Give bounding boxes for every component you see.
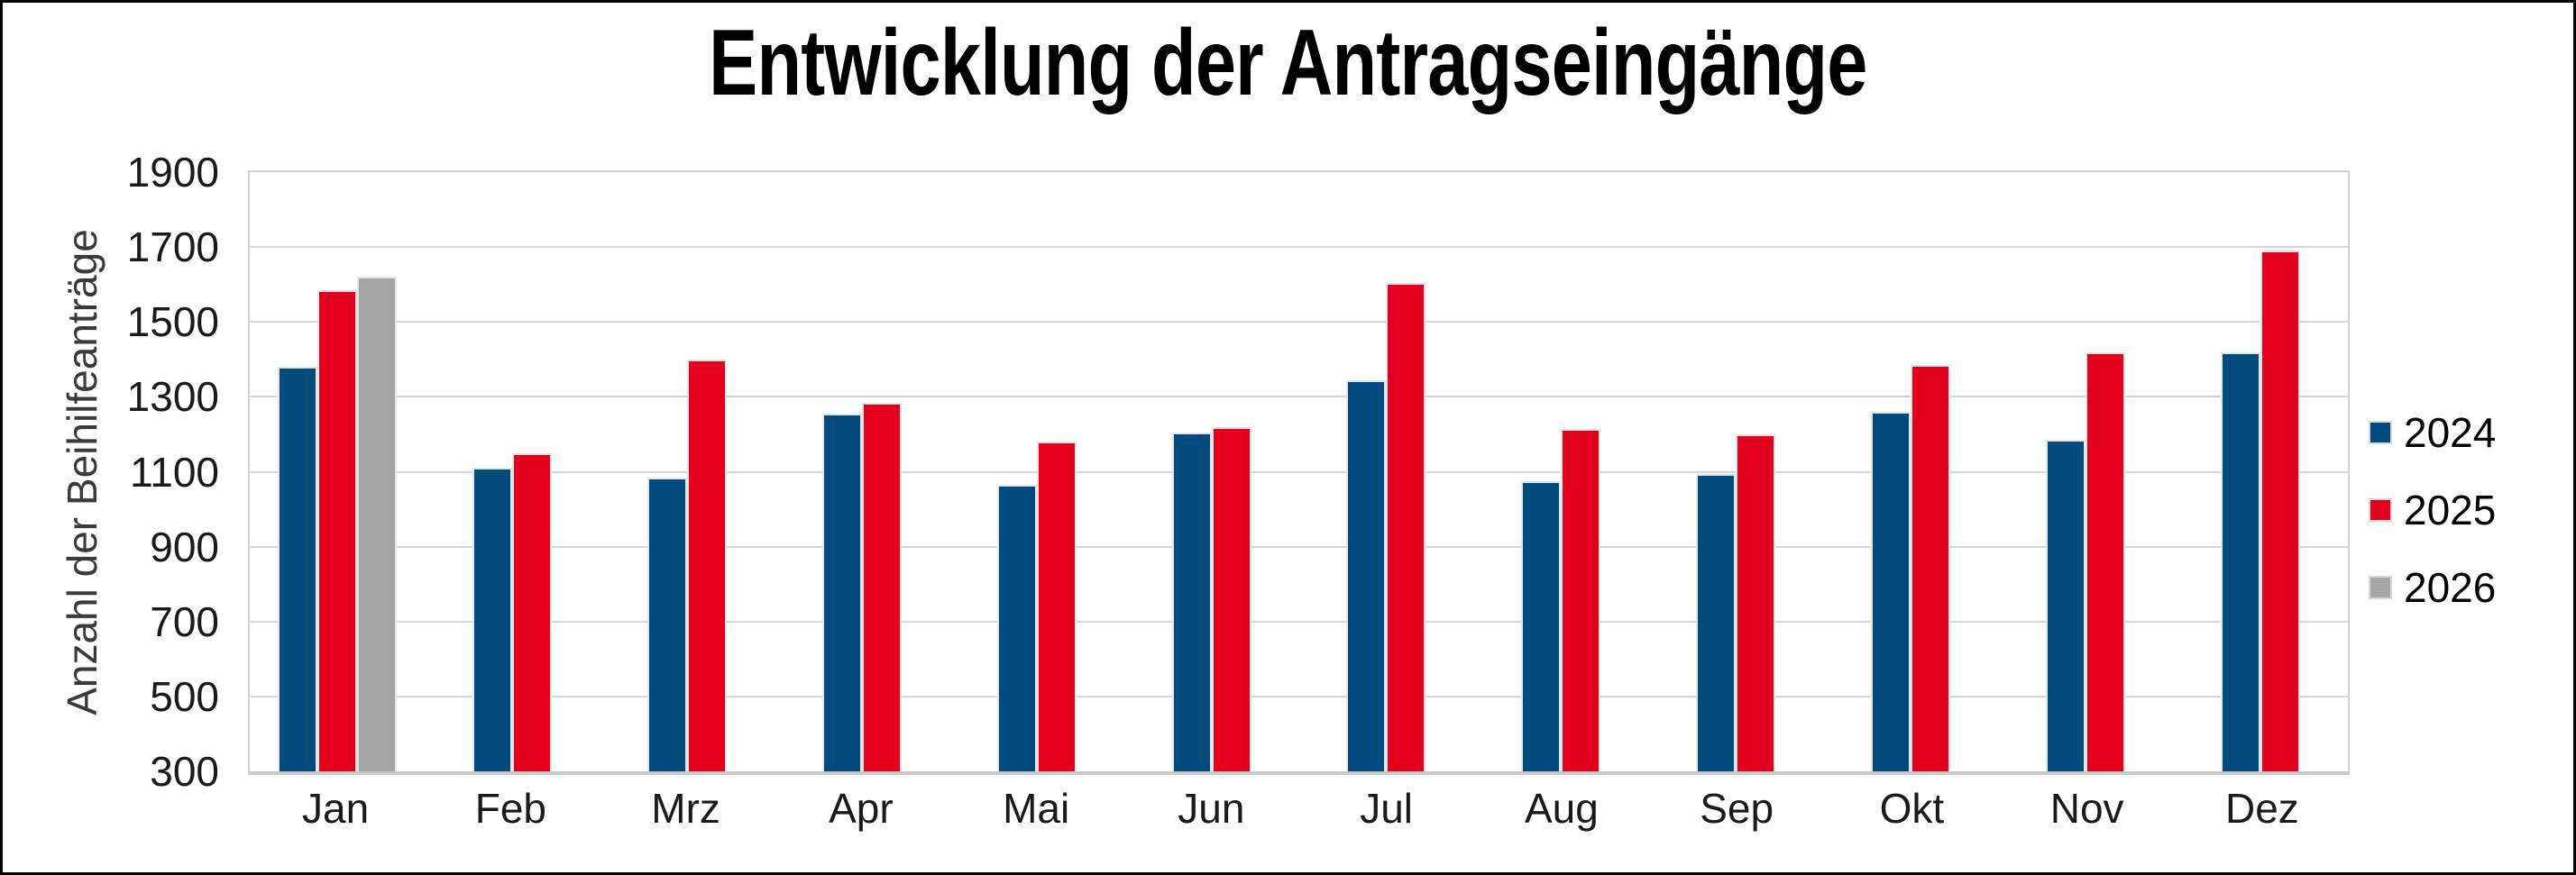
bar-2024-apr	[821, 414, 862, 771]
bar-group-jan	[250, 172, 425, 771]
bar-group-nov	[1998, 172, 2173, 771]
legend-marker-2026	[2369, 576, 2392, 599]
x-tick-label-nov: Nov	[2049, 785, 2124, 832]
bar-2024-sep	[1696, 473, 1737, 771]
bar-group-feb	[425, 172, 600, 771]
y-tick-label-1300: 1300	[126, 373, 219, 421]
y-tick-label-300: 300	[150, 748, 219, 795]
legend-marker-2024	[2369, 421, 2392, 444]
legend-marker-2025	[2369, 498, 2392, 522]
legend: 2024 2025 2026	[2369, 408, 2496, 612]
bar-2024-feb	[472, 468, 512, 771]
x-tick-label-mai: Mai	[1003, 785, 1070, 832]
bar-2024-dez	[2221, 351, 2261, 771]
bar-group-jul	[1299, 172, 1474, 771]
gridline-1700	[250, 246, 2348, 249]
bar-2025-sep	[1736, 433, 1776, 771]
bar-2025-mai	[1036, 442, 1077, 771]
y-tick-label-1900: 1900	[126, 149, 219, 196]
x-tick-label-sep: Sep	[1700, 785, 1774, 832]
bar-group-mai	[949, 172, 1124, 771]
bar-group-okt	[1823, 172, 1998, 771]
y-tick-label-1700: 1700	[126, 223, 219, 271]
bars-layer	[250, 172, 2348, 771]
bar-2025-jun	[1211, 426, 1251, 771]
bar-2024-nov	[2046, 440, 2086, 771]
gridline-500	[250, 695, 2348, 697]
x-tick-label-okt: Okt	[1879, 785, 1945, 832]
gridline-900	[250, 545, 2348, 548]
x-tick-label-jun: Jun	[1178, 785, 1245, 832]
chart-title-text: Entwicklung der Antragseingänge	[709, 11, 1867, 115]
legend-item-2024: 2024	[2369, 408, 2496, 457]
bar-group-dez	[2173, 172, 2348, 771]
gridline-1100	[250, 470, 2348, 473]
y-tick-label-500: 500	[150, 672, 219, 720]
bar-2024-mai	[996, 485, 1037, 771]
bar-2025-okt	[1911, 365, 1951, 771]
bar-2025-mrz	[686, 359, 727, 771]
bar-2025-jan	[316, 289, 357, 771]
x-tick-label-jan: Jan	[302, 785, 370, 832]
bar-2025-nov	[2086, 351, 2126, 771]
x-tick-label-dez: Dez	[2224, 785, 2299, 832]
x-axis-tick-labels: Jan Feb Mrz Apr Mai Jun Jul Aug Sep Okt Nov Dez	[248, 783, 2350, 834]
gridline-700	[250, 620, 2348, 623]
bar-2024-aug	[1521, 480, 1562, 771]
bar-2024-okt	[1871, 412, 1911, 771]
bar-2024-jul	[1346, 379, 1387, 771]
x-tick-label-aug: Aug	[1524, 785, 1599, 832]
x-tick-label-jul: Jul	[1360, 785, 1414, 832]
y-tick-label-900: 900	[150, 523, 219, 570]
x-tick-label-feb: Feb	[474, 785, 546, 832]
bar-2025-apr	[861, 402, 902, 771]
y-tick-label-700: 700	[150, 597, 219, 645]
bar-2025-aug	[1561, 428, 1601, 771]
bar-2025-jul	[1386, 282, 1426, 771]
bar-group-sep	[1648, 172, 1823, 771]
bar-2025-feb	[511, 452, 552, 771]
legend-label-2026: 2026	[2404, 564, 2497, 611]
y-tick-label-1500: 1500	[126, 298, 219, 346]
bar-2026-jan	[356, 277, 397, 771]
bar-2024-jan	[277, 367, 317, 771]
legend-label-2024: 2024	[2404, 409, 2497, 456]
legend-label-2025: 2025	[2404, 487, 2497, 533]
y-tick-label-1100: 1100	[130, 448, 219, 496]
bar-group-jun	[1124, 172, 1299, 771]
x-tick-label-mrz: Mrz	[651, 785, 720, 832]
bar-group-aug	[1473, 172, 1648, 771]
x-tick-label-apr: Apr	[829, 785, 894, 832]
gridline-1300	[250, 396, 2348, 398]
bar-2024-mrz	[646, 477, 687, 771]
plot-area	[248, 170, 2350, 775]
chart-title: Entwicklung der Antragseingänge	[3, 10, 2573, 118]
bar-group-apr	[775, 172, 949, 771]
gridline-1500	[250, 321, 2348, 324]
legend-item-2026: 2026	[2369, 563, 2496, 612]
legend-item-2025: 2025	[2369, 486, 2496, 534]
bar-2024-jun	[1171, 432, 1212, 771]
bar-group-mrz	[600, 172, 775, 771]
bar-2025-dez	[2260, 251, 2301, 771]
